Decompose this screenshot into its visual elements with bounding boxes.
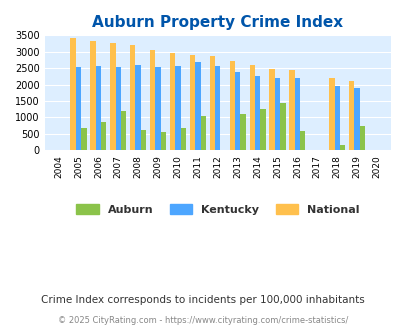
Bar: [354, 88, 359, 150]
Bar: [289, 70, 294, 150]
Bar: [339, 146, 345, 150]
Bar: [359, 126, 364, 150]
Bar: [260, 109, 265, 150]
Bar: [76, 67, 81, 150]
Bar: [130, 45, 135, 150]
Bar: [96, 66, 101, 150]
Bar: [269, 69, 274, 150]
Bar: [141, 130, 146, 150]
Bar: [348, 81, 354, 150]
Bar: [160, 132, 166, 150]
Bar: [274, 78, 279, 150]
Title: Auburn Property Crime Index: Auburn Property Crime Index: [92, 15, 343, 30]
Bar: [334, 85, 339, 150]
Text: © 2025 CityRating.com - https://www.cityrating.com/crime-statistics/: © 2025 CityRating.com - https://www.city…: [58, 316, 347, 325]
Bar: [70, 38, 76, 150]
Bar: [150, 50, 155, 150]
Bar: [215, 66, 220, 150]
Bar: [90, 41, 96, 150]
Bar: [200, 116, 205, 150]
Bar: [170, 53, 175, 150]
Bar: [234, 72, 240, 150]
Bar: [209, 56, 215, 150]
Text: Crime Index corresponds to incidents per 100,000 inhabitants: Crime Index corresponds to incidents per…: [41, 295, 364, 305]
Bar: [101, 122, 106, 150]
Bar: [110, 43, 115, 150]
Bar: [279, 103, 285, 150]
Bar: [254, 76, 260, 150]
Bar: [229, 61, 234, 150]
Bar: [155, 67, 160, 150]
Bar: [81, 128, 86, 150]
Bar: [115, 67, 121, 150]
Bar: [299, 131, 305, 150]
Bar: [180, 128, 185, 150]
Bar: [328, 78, 334, 150]
Bar: [135, 65, 141, 150]
Bar: [195, 62, 200, 150]
Bar: [190, 55, 195, 150]
Bar: [175, 66, 180, 150]
Bar: [240, 114, 245, 150]
Bar: [294, 78, 299, 150]
Bar: [121, 111, 126, 150]
Legend: Auburn, Kentucky, National: Auburn, Kentucky, National: [72, 200, 363, 219]
Bar: [249, 65, 254, 150]
